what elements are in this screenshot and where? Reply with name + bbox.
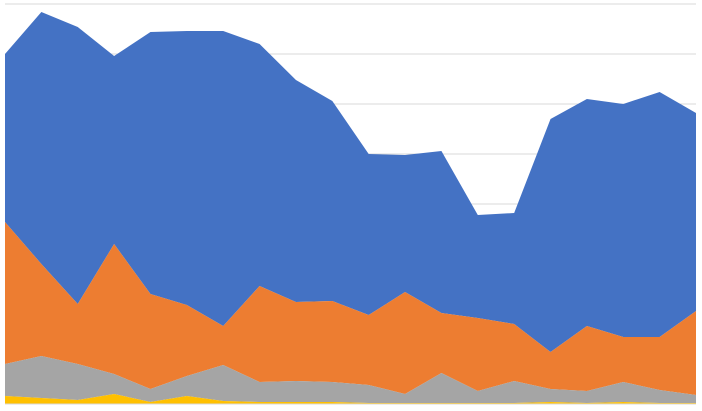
area-series-4	[5, 12, 696, 352]
area-series-group	[5, 12, 696, 404]
area-series-1	[5, 394, 696, 404]
area-series-3	[5, 222, 696, 395]
area-series-2	[5, 356, 696, 403]
